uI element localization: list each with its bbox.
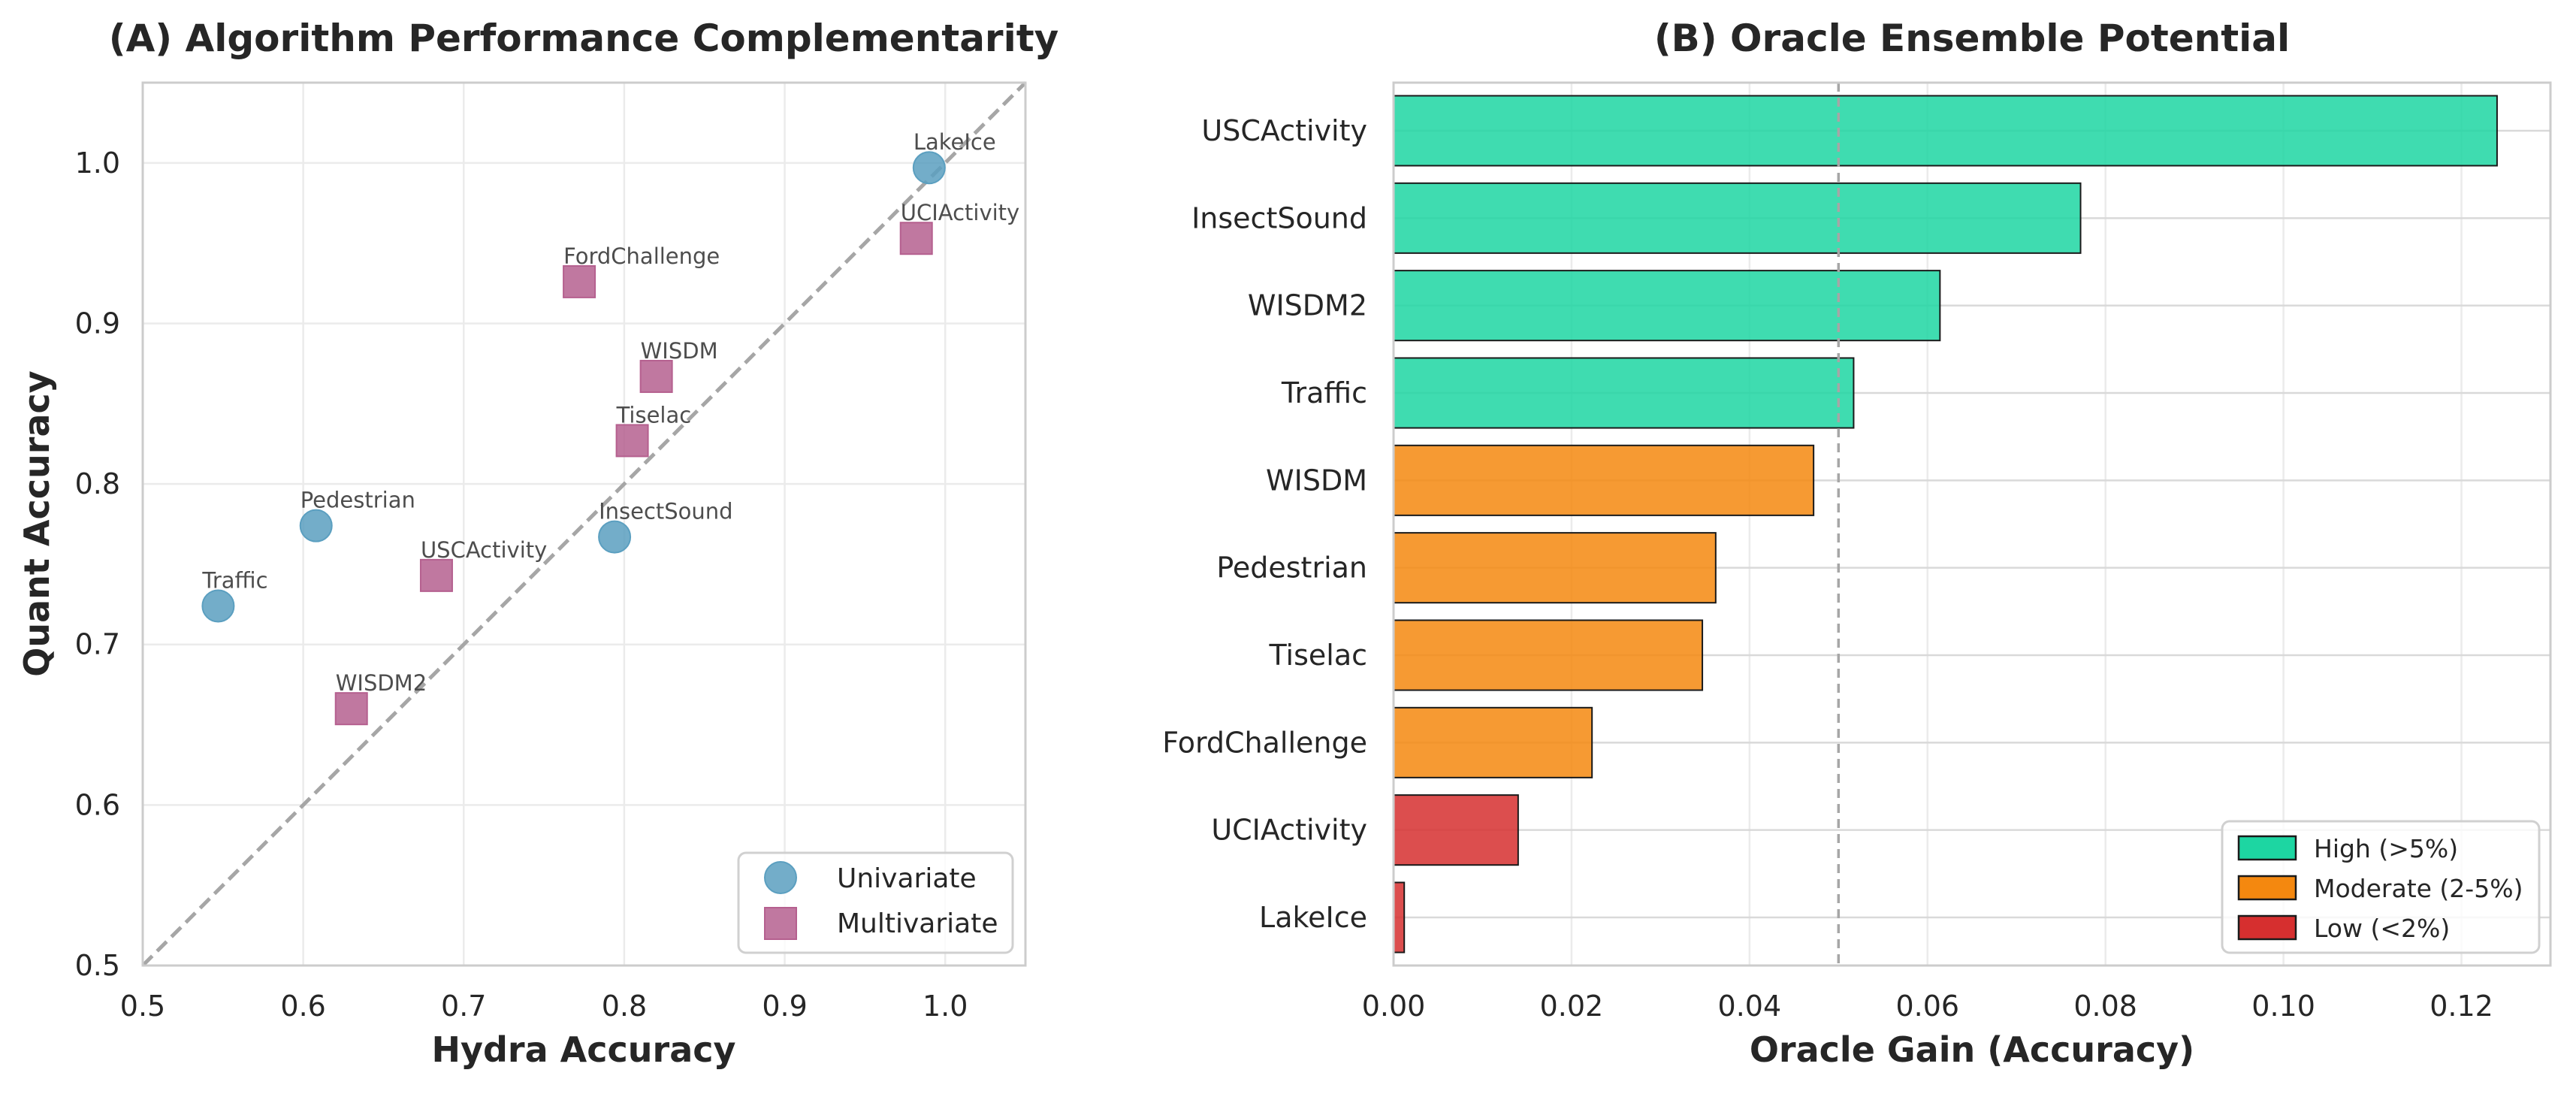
scatter-x-tick-label: 0.5 (120, 990, 165, 1023)
bar-x-tick-label: 0.00 (1362, 990, 1426, 1023)
scatter-y-tick-label: 0.6 (75, 788, 120, 821)
scatter-diagonal-line (141, 81, 1027, 967)
scatter-points (201, 151, 946, 726)
scatter-point-tiselac (615, 424, 649, 458)
point-label-pedestrian: Pedestrian (300, 488, 415, 513)
scatter-x-tick-label: 1.0 (923, 990, 968, 1023)
bar-category-tiselac: Tiselac (1268, 639, 1367, 672)
scatter-point-wisdm (639, 359, 673, 393)
scatter-panel: LakeIce Pedestrian InsectSound Traffic UCIAc… (17, 17, 1058, 1070)
scatter-legend-box (737, 851, 1014, 954)
bar-pedestrian (1393, 532, 1717, 604)
scatter-y-tick-label: 1.0 (75, 147, 120, 180)
bar-x-tick-label: 0.10 (2251, 990, 2315, 1023)
bar-panel: 0.00 0.02 0.04 0.06 0.08 0.10 0.12 USCActivity… (1162, 17, 2552, 1070)
point-label-lakeice: LakeIce (914, 129, 996, 155)
bar-uscactivity (1393, 95, 2498, 167)
scatter-point-pedestrian (299, 509, 333, 542)
bar-lakeice (1393, 881, 1406, 953)
scatter-point-fordchallenge (563, 264, 596, 298)
scatter-y-tick-label: 0.8 (75, 467, 120, 500)
legend-univariate-label: Univariate (837, 863, 977, 894)
bar-legend: High (>5%) Moderate (2-5%) Low (<2%) (2221, 820, 2541, 954)
scatter-y-label: Quant Accuracy (17, 370, 57, 677)
legend-high-label: High (>5%) (2314, 834, 2458, 863)
bar-category-lakeice: LakeIce (1259, 901, 1367, 934)
bar-traffic (1393, 357, 1855, 429)
scatter-frame (141, 81, 1027, 967)
scatter-title: (A) Algorithm Performance Complementarit… (109, 17, 1058, 60)
legend-low-swatch (2237, 914, 2297, 941)
scatter-point-insectsound (598, 520, 632, 554)
legend-moderate-swatch (2237, 875, 2297, 901)
legend-multivariate-label: Multivariate (837, 908, 998, 939)
bar-x-tick-label: 0.02 (1540, 990, 1604, 1023)
bar-x-label: Oracle Gain (Accuracy) (1750, 1029, 2194, 1070)
bar-frame (1392, 81, 2552, 967)
bar-insectsound (1393, 182, 2082, 254)
scatter-x-tick-label: 0.7 (441, 990, 486, 1023)
bar-category-uscactivity: USCActivity (1201, 114, 1367, 147)
point-label-uciactivity: UCIActivity (901, 200, 1019, 225)
point-label-fordchallenge: FordChallenge (563, 243, 720, 269)
bar-x-tick-label: 0.08 (2073, 990, 2137, 1023)
scatter-y-tick-label: 0.9 (75, 307, 120, 340)
bar-fordchallenge (1393, 706, 1593, 778)
point-label-tiselac: Tiselac (616, 402, 692, 428)
bar-category-uciactivity: UCIActivity (1211, 814, 1367, 847)
bar-category-insectsound: InsectSound (1191, 201, 1367, 234)
bar-category-traffic: Traffic (1281, 376, 1367, 409)
legend-high-swatch (2237, 835, 2297, 861)
scatter-point-traffic (201, 589, 235, 623)
legend-multivariate-marker (764, 907, 797, 940)
scatter-x-label: Hydra Accuracy (431, 1029, 735, 1070)
point-label-traffic: Traffic (201, 567, 267, 593)
bar-x-ticks: 0.00 0.02 0.04 0.06 0.08 0.10 0.12 (1362, 990, 2493, 1023)
scatter-x-tick-label: 0.9 (762, 990, 807, 1023)
scatter-point-labels: LakeIce Pedestrian InsectSound Traffic UCIAc… (201, 129, 1019, 696)
scatter-x-tick-label: 0.8 (602, 990, 647, 1023)
scatter-x-ticks: 0.5 0.6 0.7 0.8 0.9 1.0 (120, 990, 968, 1023)
scatter-y-tick-label: 0.7 (75, 628, 120, 661)
bar-tiselac (1393, 619, 1704, 691)
bar-bars (1393, 95, 2498, 953)
bar-wisdm (1393, 444, 1815, 516)
bar-category-pedestrian: Pedestrian (1216, 552, 1367, 585)
bar-wisdm2 (1393, 270, 1941, 342)
point-label-uscactivity: USCActivity (421, 537, 547, 563)
scatter-point-uciactivity (899, 222, 933, 255)
point-label-wisdm: WISDM (641, 338, 718, 364)
bar-x-tick-label: 0.06 (1895, 990, 1959, 1023)
point-label-wisdm2: WISDM2 (336, 670, 427, 696)
scatter-point-uscactivity (419, 558, 453, 592)
bar-title: (B) Oracle Ensemble Potential (1654, 17, 2290, 60)
bar-legend-box (2221, 820, 2541, 954)
legend-low-label: Low (<2%) (2314, 914, 2450, 943)
scatter-legend: Univariate Multivariate (737, 851, 1014, 954)
bar-uciactivity (1393, 794, 1519, 866)
bar-category-fordchallenge: FordChallenge (1162, 726, 1367, 759)
bar-x-tick-label: 0.12 (2430, 990, 2493, 1023)
scatter-point-wisdm2 (334, 692, 368, 726)
bar-category-wisdm2: WISDM2 (1248, 289, 1367, 322)
bar-x-tick-label: 0.04 (1718, 990, 1782, 1023)
bar-category-wisdm: WISDM (1266, 464, 1367, 497)
point-label-insectsound: InsectSound (599, 499, 733, 524)
legend-univariate-marker (764, 861, 797, 894)
scatter-point-lakeice (912, 151, 946, 185)
scatter-y-ticks: 0.5 0.6 0.7 0.8 0.9 1.0 (75, 147, 120, 982)
legend-moderate-label: Moderate (2-5%) (2314, 874, 2523, 903)
scatter-y-tick-label: 0.5 (75, 949, 120, 982)
bar-category-labels: USCActivity InsectSound WISDM2 Traffic WISDM… (1162, 114, 1367, 934)
scatter-x-tick-label: 0.6 (280, 990, 325, 1023)
